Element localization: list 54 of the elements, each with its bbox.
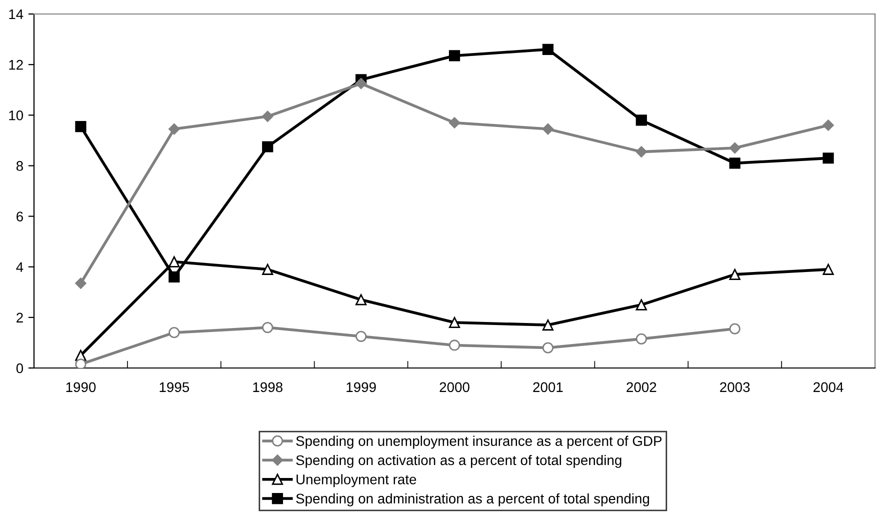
point <box>729 142 740 154</box>
point <box>168 327 180 338</box>
y-tick-label: 12 <box>9 60 23 70</box>
y-tick-label: 10 <box>9 110 24 120</box>
x-tick-label: 2003 <box>720 382 750 392</box>
y-tick-label: 4 <box>16 262 24 272</box>
point <box>262 264 274 275</box>
point <box>75 358 86 368</box>
point <box>75 278 86 289</box>
y-tick-label: 8 <box>16 161 23 171</box>
point <box>262 322 274 334</box>
point <box>542 342 554 354</box>
point <box>356 330 367 342</box>
point <box>168 123 180 135</box>
legend-label: Spending on administration as a percent of total spending <box>296 493 650 506</box>
point <box>822 264 834 275</box>
point <box>262 141 274 152</box>
point <box>822 120 834 131</box>
point <box>636 299 647 310</box>
point <box>262 110 274 122</box>
point <box>822 152 834 164</box>
point <box>542 44 554 55</box>
point <box>356 294 367 306</box>
point <box>448 50 460 62</box>
point <box>75 120 86 132</box>
point <box>168 271 180 283</box>
point <box>636 333 647 344</box>
point <box>636 114 647 126</box>
point <box>636 146 647 158</box>
point <box>729 323 740 334</box>
x-tick-label: 2001 <box>533 382 563 392</box>
legend-label: Spending on unemployment insurance as a percent of GDP <box>296 436 662 449</box>
point <box>448 340 460 351</box>
point <box>729 158 740 169</box>
x-tick-label: 1998 <box>253 382 282 392</box>
y-tick-label: 6 <box>16 212 23 222</box>
x-tick-label: 1995 <box>160 382 190 392</box>
point <box>448 117 460 128</box>
legend-label: Spending on activation as a percent of total spending <box>296 454 622 468</box>
x-tick-label: 2000 <box>440 382 470 392</box>
x-tick-label: 1999 <box>346 382 376 392</box>
y-tick-label: 14 <box>9 9 24 20</box>
point <box>355 78 367 90</box>
point <box>542 319 554 331</box>
legend-label: Unemployment rate <box>296 474 416 488</box>
y-tick-label: 2 <box>16 312 23 322</box>
x-tick-label: 1990 <box>66 382 96 392</box>
point <box>168 256 180 268</box>
point <box>729 268 740 280</box>
x-tick-label: 2002 <box>626 382 656 392</box>
point <box>448 316 460 328</box>
y-tick-label: 0 <box>16 363 24 374</box>
point <box>542 123 554 135</box>
x-tick-label: 2004 <box>814 382 844 392</box>
